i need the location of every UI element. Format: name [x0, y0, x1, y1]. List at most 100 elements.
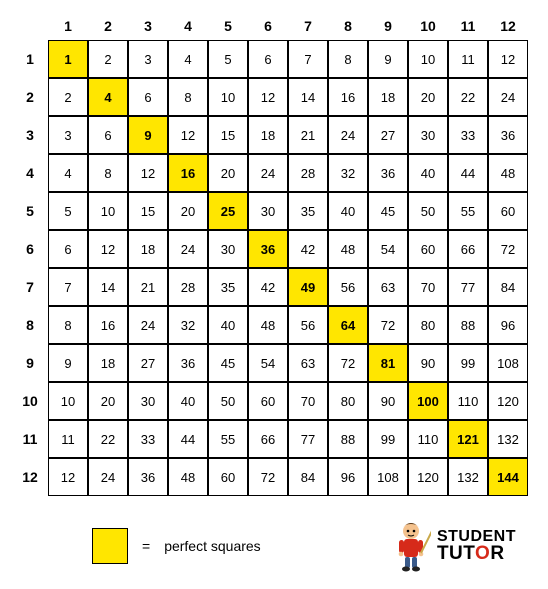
table-cell: 3	[128, 40, 168, 78]
row-header: 7	[12, 268, 48, 306]
table-cell: 50	[408, 192, 448, 230]
table-cell: 5	[208, 40, 248, 78]
table-cell: 84	[488, 268, 528, 306]
table-cell: 11	[48, 420, 88, 458]
perfect-square-cell: 36	[248, 230, 288, 268]
col-header: 2	[88, 12, 128, 40]
table-cell: 42	[288, 230, 328, 268]
table-cell: 56	[288, 306, 328, 344]
table-corner	[12, 12, 48, 40]
table-cell: 32	[168, 306, 208, 344]
col-header: 11	[448, 12, 488, 40]
perfect-square-cell: 64	[328, 306, 368, 344]
table-cell: 44	[168, 420, 208, 458]
perfect-square-cell: 1	[48, 40, 88, 78]
table-cell: 14	[88, 268, 128, 306]
table-cell: 24	[128, 306, 168, 344]
table-cell: 20	[168, 192, 208, 230]
table-cell: 10	[88, 192, 128, 230]
table-cell: 27	[368, 116, 408, 154]
table-cell: 66	[448, 230, 488, 268]
perfect-square-cell: 9	[128, 116, 168, 154]
table-cell: 15	[208, 116, 248, 154]
table-cell: 6	[248, 40, 288, 78]
table-cell: 45	[368, 192, 408, 230]
table-cell: 48	[248, 306, 288, 344]
table-cell: 72	[368, 306, 408, 344]
table-cell: 60	[248, 382, 288, 420]
perfect-square-cell: 4	[88, 78, 128, 116]
table-cell: 40	[208, 306, 248, 344]
table-cell: 16	[88, 306, 128, 344]
logo-text: STUDENT TUTOR	[437, 530, 516, 561]
table-cell: 27	[128, 344, 168, 382]
table-cell: 120	[408, 458, 448, 496]
table-cell: 24	[88, 458, 128, 496]
table-cell: 36	[168, 344, 208, 382]
table-cell: 99	[368, 420, 408, 458]
table-cell: 132	[448, 458, 488, 496]
table-cell: 7	[48, 268, 88, 306]
row-header: 9	[12, 344, 48, 382]
table-cell: 18	[128, 230, 168, 268]
mascot-icon	[391, 520, 431, 572]
table-cell: 4	[168, 40, 208, 78]
table-cell: 20	[208, 154, 248, 192]
col-header: 5	[208, 12, 248, 40]
table-cell: 40	[408, 154, 448, 192]
table-cell: 4	[48, 154, 88, 192]
table-cell: 24	[248, 154, 288, 192]
table-cell: 36	[128, 458, 168, 496]
table-cell: 56	[328, 268, 368, 306]
table-cell: 110	[448, 382, 488, 420]
table-cell: 22	[448, 78, 488, 116]
table-cell: 2	[48, 78, 88, 116]
row-header: 8	[12, 306, 48, 344]
table-cell: 22	[88, 420, 128, 458]
table-cell: 48	[488, 154, 528, 192]
perfect-square-cell: 100	[408, 382, 448, 420]
table-cell: 8	[88, 154, 128, 192]
legend-label: perfect squares	[164, 538, 261, 554]
table-cell: 40	[328, 192, 368, 230]
legend: = perfect squares	[92, 528, 261, 564]
table-cell: 66	[248, 420, 288, 458]
table-cell: 110	[408, 420, 448, 458]
table-cell: 18	[248, 116, 288, 154]
row-header: 6	[12, 230, 48, 268]
legend-equals: =	[142, 538, 150, 554]
table-cell: 132	[488, 420, 528, 458]
table-cell: 60	[408, 230, 448, 268]
table-cell: 8	[328, 40, 368, 78]
table-cell: 72	[248, 458, 288, 496]
row-header: 3	[12, 116, 48, 154]
table-cell: 80	[328, 382, 368, 420]
table-cell: 32	[328, 154, 368, 192]
col-header: 1	[48, 12, 88, 40]
table-cell: 88	[448, 306, 488, 344]
table-cell: 15	[128, 192, 168, 230]
col-header: 4	[168, 12, 208, 40]
perfect-square-cell: 81	[368, 344, 408, 382]
table-cell: 35	[288, 192, 328, 230]
table-cell: 18	[368, 78, 408, 116]
table-cell: 20	[88, 382, 128, 420]
table-cell: 14	[288, 78, 328, 116]
table-cell: 12	[88, 230, 128, 268]
table-cell: 63	[288, 344, 328, 382]
table-cell: 3	[48, 116, 88, 154]
table-cell: 72	[328, 344, 368, 382]
table-cell: 21	[128, 268, 168, 306]
table-cell: 20	[408, 78, 448, 116]
table-cell: 55	[208, 420, 248, 458]
table-cell: 42	[248, 268, 288, 306]
table-cell: 9	[368, 40, 408, 78]
table-cell: 30	[208, 230, 248, 268]
table-cell: 28	[288, 154, 328, 192]
row-header: 10	[12, 382, 48, 420]
table-cell: 108	[488, 344, 528, 382]
table-cell: 60	[208, 458, 248, 496]
table-cell: 6	[128, 78, 168, 116]
table-cell: 30	[248, 192, 288, 230]
legend-row: = perfect squares STUDENT TUTOR	[12, 520, 536, 572]
